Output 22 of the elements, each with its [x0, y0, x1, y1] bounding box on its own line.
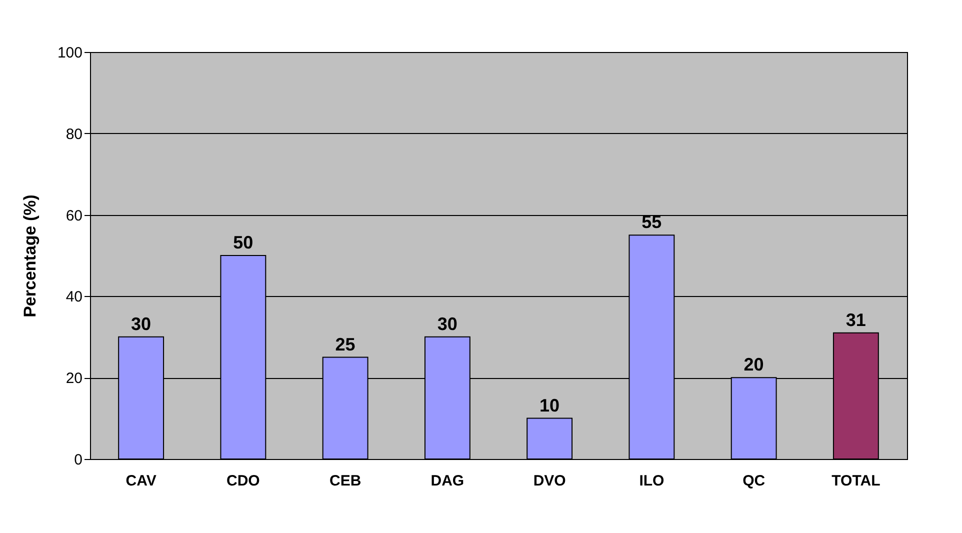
x-tick-label: QC	[742, 472, 766, 490]
x-tick-label: DAG	[430, 472, 464, 490]
y-tick-label: 60	[66, 207, 82, 224]
data-label: 50	[233, 232, 254, 252]
x-tick-label: ILO	[639, 472, 665, 490]
y-tick-label: 20	[66, 370, 82, 388]
data-label: 10	[540, 395, 560, 416]
x-tick-label: CAV	[126, 472, 156, 490]
x-tick-label: CDO	[226, 472, 260, 490]
data-label: 20	[744, 354, 764, 375]
x-tick-label: DVO	[533, 472, 566, 490]
y-tick-label: 100	[57, 44, 82, 62]
y-axis-title: Percentage (%)	[20, 194, 40, 318]
data-label: 30	[437, 314, 458, 334]
y-tick-label: 40	[66, 288, 82, 306]
data-label: 31	[846, 310, 866, 330]
y-tick-label: 0	[74, 452, 82, 468]
y-tick-label: 80	[66, 126, 82, 143]
x-tick-label: CEB	[329, 472, 362, 490]
x-tick-label: TOTAL	[832, 472, 880, 490]
data-label: 25	[335, 334, 356, 354]
data-label: 30	[131, 314, 152, 334]
